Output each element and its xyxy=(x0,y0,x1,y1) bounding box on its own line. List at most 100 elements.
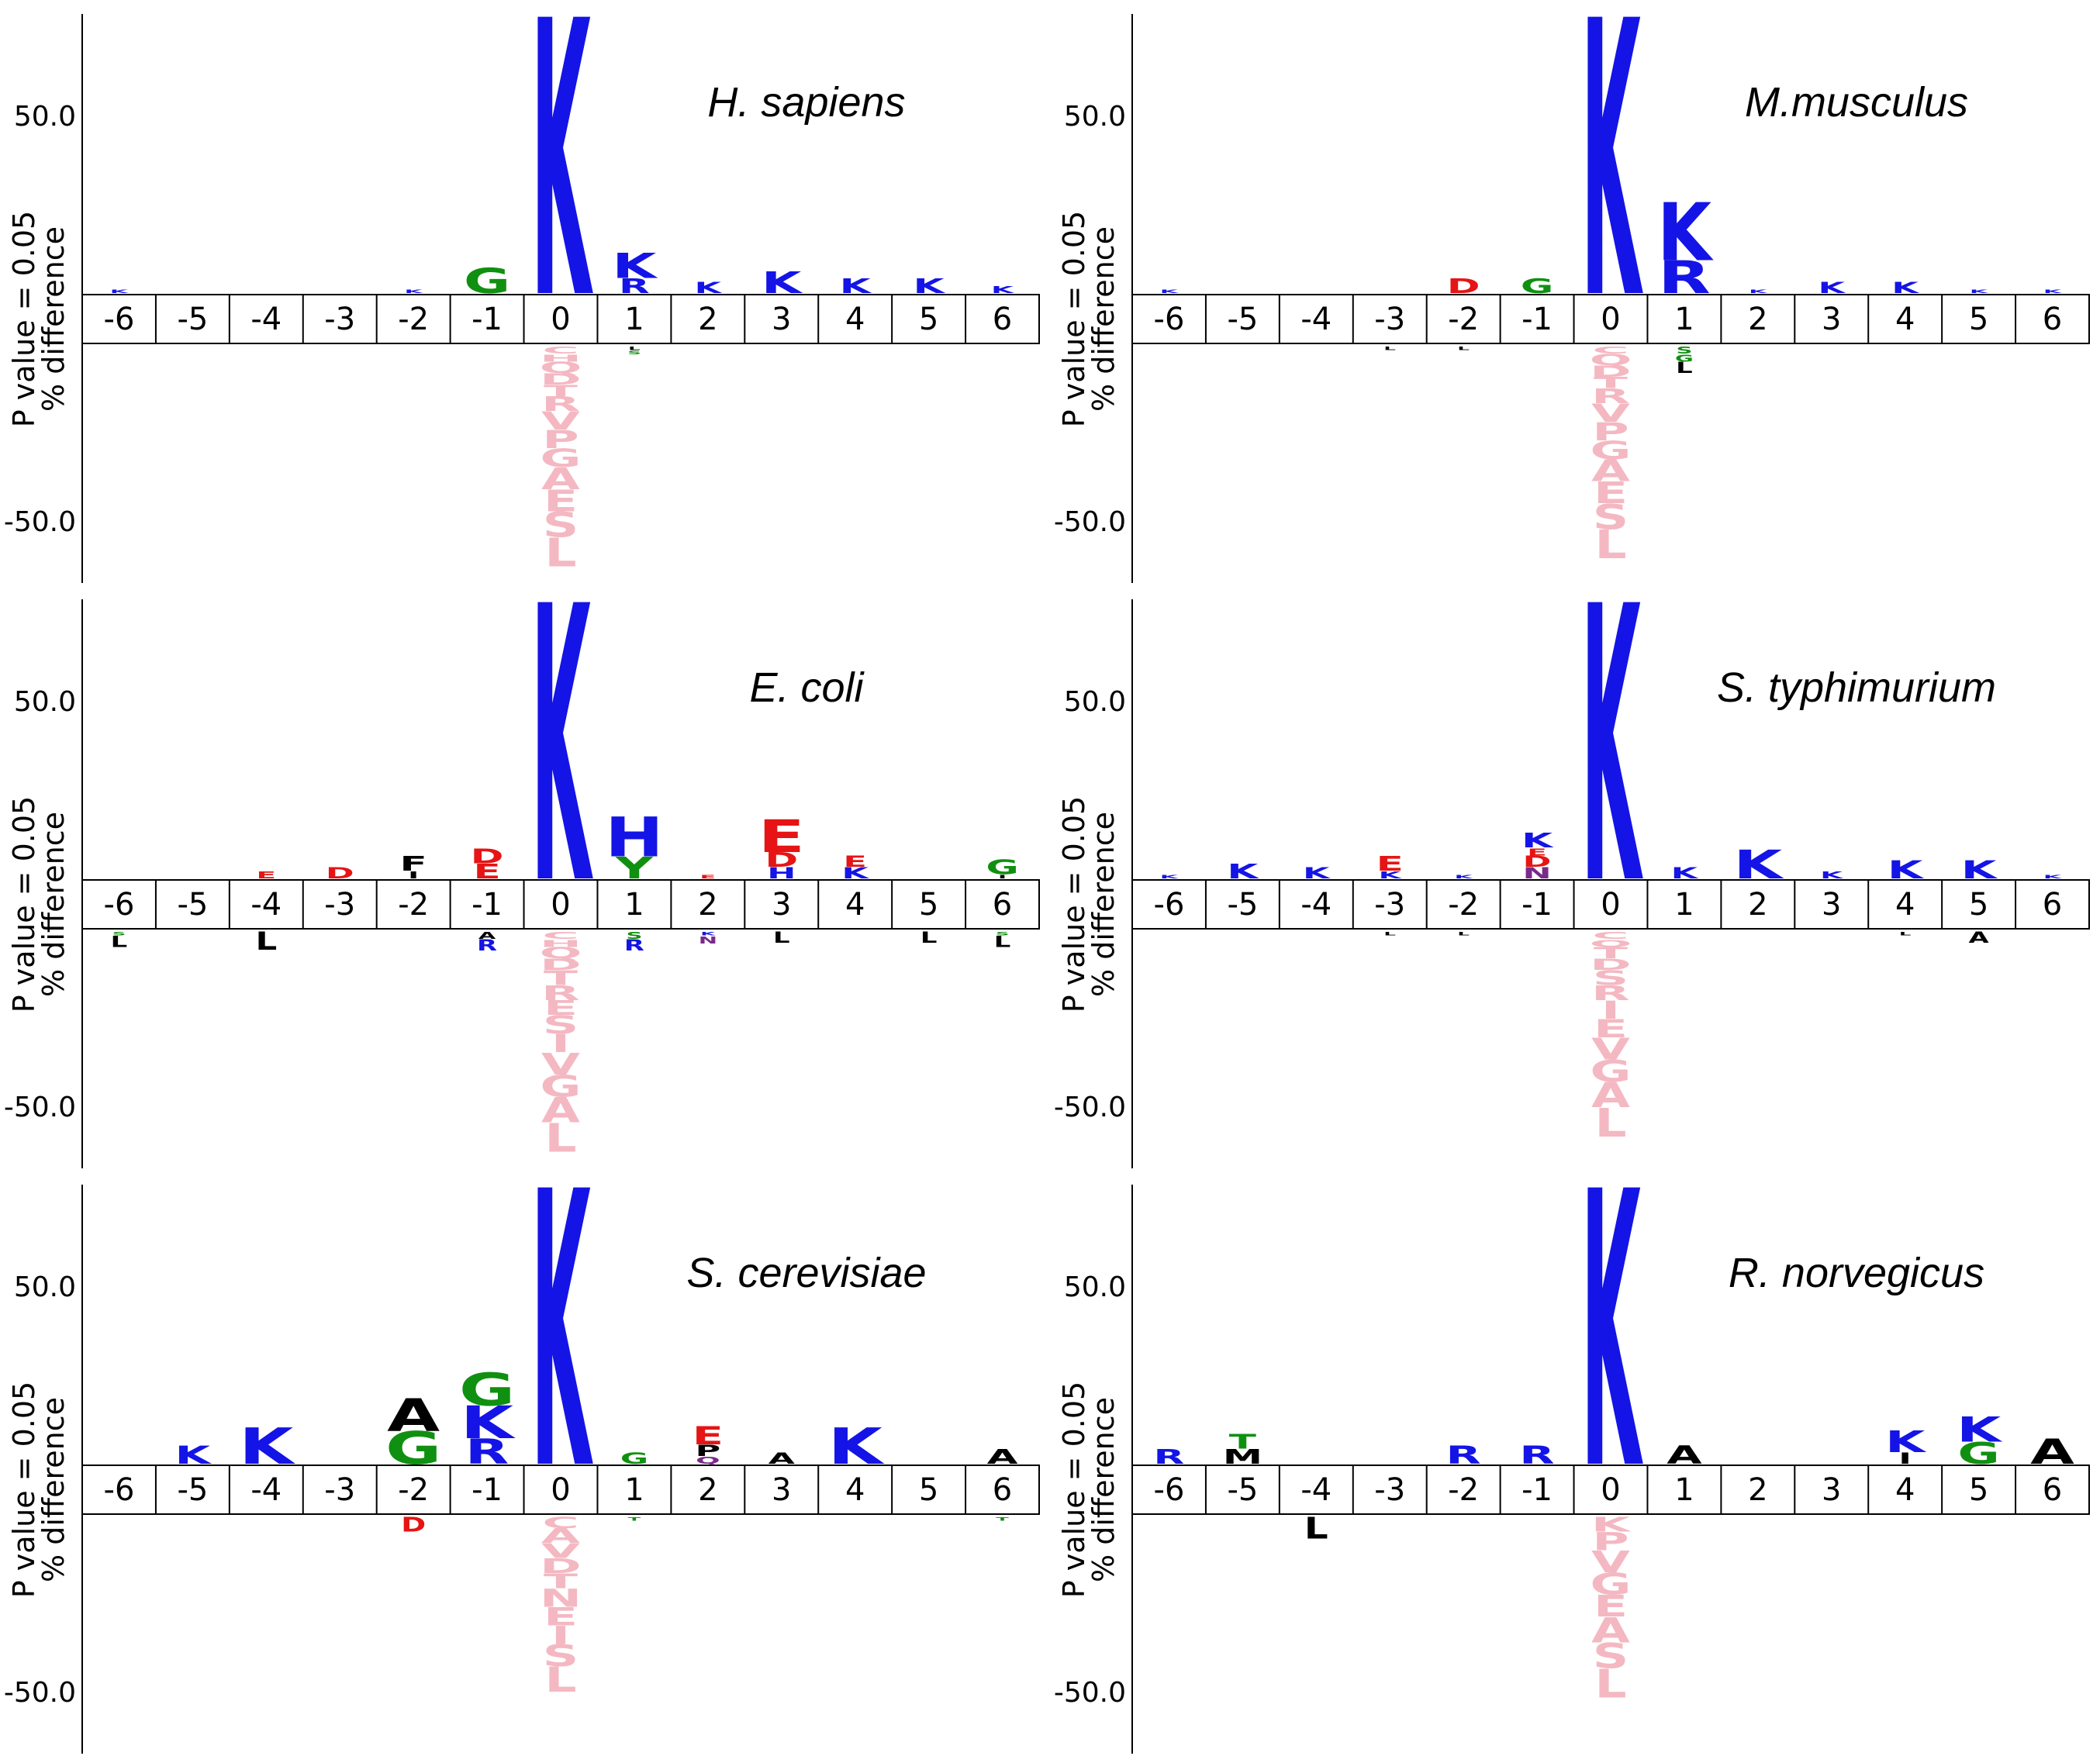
residue-letter: K xyxy=(1671,865,1699,882)
position-tick-label: -4 xyxy=(1300,1472,1331,1508)
residue-letter: A xyxy=(478,930,496,942)
residue-letter: K xyxy=(175,1441,212,1470)
position-tick-label: 3 xyxy=(1822,302,1841,337)
residue-letter: L xyxy=(544,530,576,576)
residue-letter: D xyxy=(1523,854,1552,871)
residue-letter: G xyxy=(541,1069,582,1104)
position-tick-label: -1 xyxy=(1521,302,1553,337)
species-title: H. sapiens xyxy=(707,79,905,126)
residue-letter: R xyxy=(624,937,644,954)
position-tick-label: -4 xyxy=(1300,887,1331,923)
residue-letter: A xyxy=(2030,1433,2074,1473)
residue-letter: I xyxy=(551,1030,570,1058)
logo-panel: 50.0 -50.0 % difference P value = 0.05 S. ce… xyxy=(0,1113,1050,1756)
position-axis-box xyxy=(81,294,1040,344)
residue-letter: K xyxy=(695,280,723,297)
residue-letter: D xyxy=(326,865,354,882)
y-tick-label: 50.0 xyxy=(14,101,76,133)
residue-letter: C xyxy=(1592,930,1629,941)
residue-letter: E xyxy=(544,484,578,519)
residue-letter: K xyxy=(762,266,803,301)
logo-panel: 50.0 -50.0 % difference P value = 0.05 E. co… xyxy=(0,527,1050,1171)
residue-letter: I xyxy=(1601,996,1620,1025)
residue-letter: L xyxy=(1676,360,1693,377)
y-axis-title: % difference xyxy=(36,812,71,997)
residue-letter: I xyxy=(408,869,419,881)
residue-letter: S xyxy=(112,931,126,937)
position-tick-label: -4 xyxy=(250,302,281,337)
residue-letter: E xyxy=(1594,1015,1628,1044)
residue-letter: G xyxy=(385,1423,441,1475)
residue-letter: L xyxy=(1384,931,1396,937)
y-tick-label: -50.0 xyxy=(4,1677,76,1709)
residue-letter: K xyxy=(1888,856,1925,885)
residue-letter: E xyxy=(544,996,578,1019)
position-tick-label: -5 xyxy=(177,887,208,923)
y-tick-label: -50.0 xyxy=(1054,1677,1126,1709)
species-title: E. coli xyxy=(749,664,865,711)
residue-letter: R xyxy=(477,937,497,954)
residue-letter: C xyxy=(1592,344,1629,356)
residue-letter: C xyxy=(542,930,579,941)
residue-letter: Q xyxy=(540,360,582,377)
position-tick-label: 3 xyxy=(1822,887,1841,923)
residue-letter: K xyxy=(1455,874,1474,879)
position-tick-label: -1 xyxy=(1521,1472,1553,1508)
residue-letter: K xyxy=(1379,869,1403,881)
residue-letter: I xyxy=(551,1622,570,1651)
residue-letter: K xyxy=(1160,874,1180,879)
logo-panel: 50.0 -50.0 % difference P value = 0.05 R. no… xyxy=(1050,1113,2100,1756)
residue-letter: V xyxy=(541,1047,580,1082)
residue-letter: T xyxy=(1229,1430,1256,1454)
residue-letter: K xyxy=(405,288,424,294)
position-tick-label: -2 xyxy=(398,302,429,337)
residue-letter: E xyxy=(1376,852,1404,875)
position-tick-label: 3 xyxy=(772,1472,791,1508)
residue-letter: G xyxy=(541,444,582,473)
residue-letter: N xyxy=(540,1585,582,1613)
position-tick-label: 2 xyxy=(698,302,717,337)
residue-letter: T xyxy=(544,1569,579,1592)
position-tick-label: 5 xyxy=(1969,1472,1988,1508)
species-title: R. norvegicus xyxy=(1729,1250,1984,1296)
position-tick-label: 1 xyxy=(624,1472,644,1508)
residue-letter: R xyxy=(619,274,650,298)
residue-letter: R xyxy=(1591,981,1630,1005)
residue-letter: R xyxy=(1445,1441,1480,1470)
position-tick-label: 1 xyxy=(1674,302,1694,337)
residue-letter: K xyxy=(1160,288,1180,294)
position-tick-label: -5 xyxy=(1227,302,1258,337)
residue-letter: K xyxy=(1580,527,1643,968)
residue-letter: K xyxy=(1657,186,1714,279)
position-tick-label: 2 xyxy=(698,1472,717,1508)
residue-letter: K xyxy=(530,1113,593,1554)
residue-letter: R xyxy=(1591,385,1630,408)
y-axis-title: % difference xyxy=(36,1397,71,1582)
residue-letter: Q xyxy=(1590,938,1632,950)
residue-letter: L xyxy=(773,929,790,946)
residue-letter: E xyxy=(257,869,276,881)
position-tick-label: -3 xyxy=(1374,887,1405,923)
position-tick-label: -6 xyxy=(1154,1472,1185,1508)
residue-letter: S xyxy=(1676,345,1692,357)
position-tick-label: 6 xyxy=(993,1472,1012,1508)
residue-letter: K xyxy=(991,284,1015,295)
position-tick-label: 1 xyxy=(1674,1472,1694,1508)
residue-letter: L xyxy=(628,346,640,351)
y-tick-label: 50.0 xyxy=(1064,686,1126,718)
residue-letter: S xyxy=(543,505,579,546)
residue-letter: H xyxy=(605,806,664,870)
residue-letter: E xyxy=(473,860,500,883)
residue-letter: E xyxy=(1594,1589,1628,1624)
residue-letter: K xyxy=(840,274,872,298)
residue-letter: V xyxy=(541,407,581,436)
position-tick-label: -4 xyxy=(250,1472,281,1508)
residue-letter: E xyxy=(1594,476,1628,511)
residue-letter: L xyxy=(1594,1100,1626,1147)
residue-letter: C xyxy=(542,344,579,356)
residue-letter: K xyxy=(700,931,717,937)
residue-letter: A xyxy=(541,1524,580,1547)
residue-letter: G xyxy=(1591,436,1632,465)
